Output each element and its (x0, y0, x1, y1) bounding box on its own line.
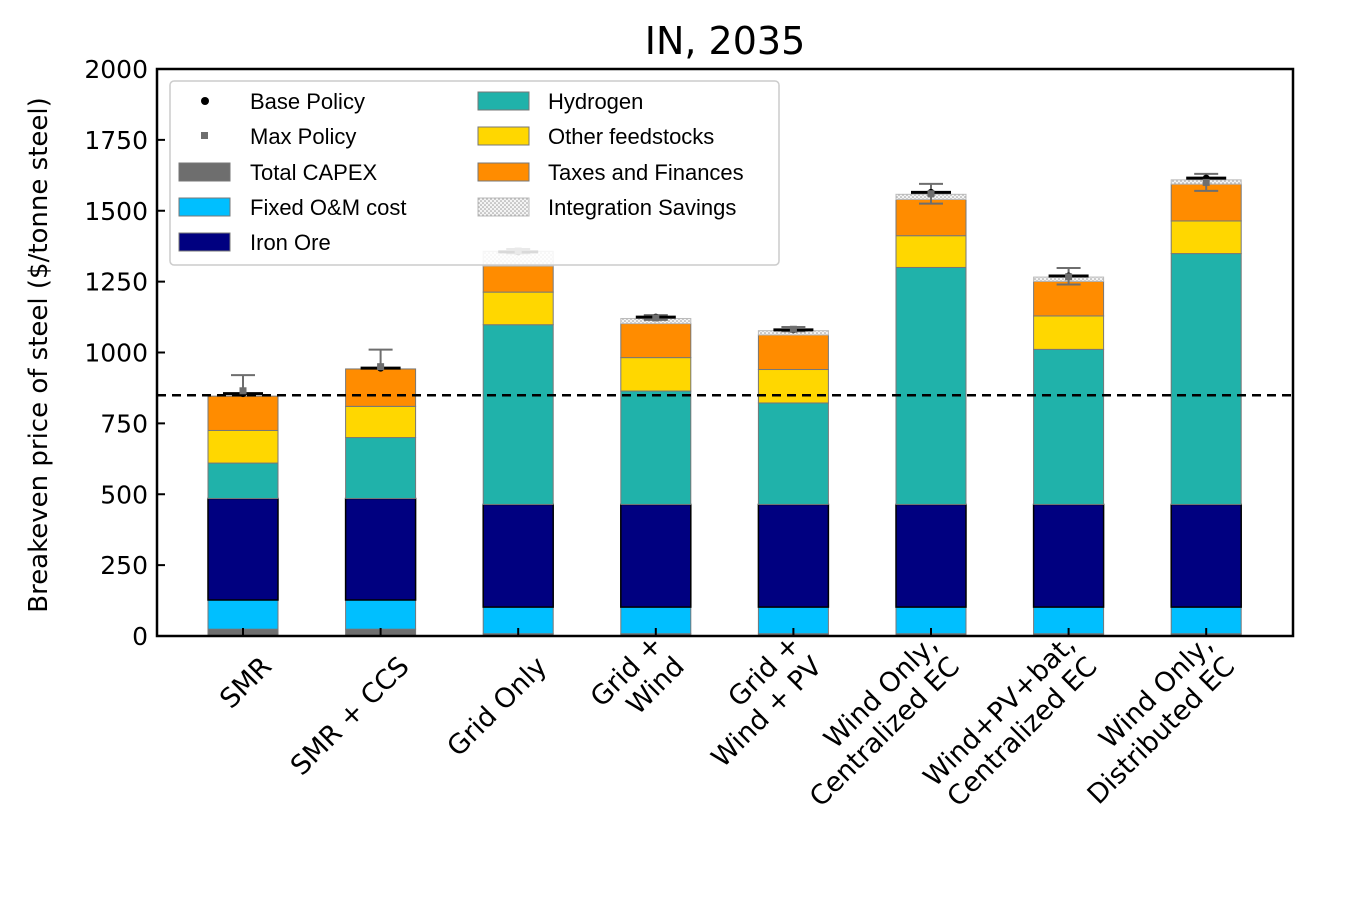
bar-taxes-and-finances-4 (757, 334, 829, 371)
legend-max-policy-swatch (201, 132, 208, 139)
x-axis: SMR SMR + CCS Grid Only Grid +Wind Grid +Win… (214, 628, 1241, 813)
legend-iron-ore-swatch (178, 232, 231, 252)
legend-base-policy-label: Base Policy (250, 89, 365, 114)
max-policy-point-4 (789, 325, 797, 333)
y-tick-label-1: 250 (100, 551, 148, 580)
bar-iron-ore-4 (757, 503, 830, 608)
y-tick-label-3: 750 (100, 409, 148, 438)
max-policy-point-1 (377, 363, 385, 371)
bar-taxes-and-finances-0 (207, 395, 279, 431)
bar-other-feedstocks-0 (207, 429, 279, 464)
legend-fixed-o-m-cost-label: Fixed O&M cost (250, 195, 406, 220)
y-tick-label-7: 1750 (84, 126, 148, 155)
bar-iron-ore-7 (1170, 503, 1242, 608)
y-tick-label-4: 1000 (84, 339, 148, 368)
legend-iron-ore-label: Iron Ore (250, 230, 331, 255)
legend-total-capex-label: Total CAPEX (250, 160, 377, 185)
bar-iron-ore-5 (895, 503, 967, 608)
legend-base-policy-swatch (201, 97, 209, 105)
max-policy-point-6 (1065, 273, 1073, 281)
bar-taxes-and-finances-6 (1033, 280, 1105, 317)
bar-other-feedstocks-5 (895, 235, 967, 268)
bar-hydrogen-2 (482, 324, 554, 505)
bar-iron-ore-1 (344, 497, 417, 601)
legend-taxes-and-finances-label: Taxes and Finances (548, 160, 744, 185)
y-tick-label-5: 1250 (84, 268, 148, 297)
x-tick-label-0: SMR (214, 651, 278, 715)
x-tick-label-1-line-0: SMR + CCS (285, 651, 416, 782)
max-policy-point-5 (927, 190, 935, 198)
y-tick-label-8: 2000 (84, 55, 148, 84)
bar-iron-ore-2 (482, 503, 554, 608)
legend-box (169, 80, 780, 266)
legend-integration-savings-label: Integration Savings (548, 195, 736, 220)
bar-fixed-o-m-cost-0 (207, 599, 279, 630)
legend-taxes-and-finances-swatch (477, 162, 530, 182)
legend: Base Policy Max Policy Total CAPEX Fixed O&… (169, 80, 780, 266)
bar-taxes-and-finances-1 (345, 368, 417, 407)
legend-other-feedstocks-label: Other feedstocks (548, 124, 714, 149)
bar-iron-ore-3 (620, 503, 692, 608)
legend-hydrogen-label: Hydrogen (548, 89, 643, 114)
y-axis-label: Breakeven price of steel ($/tonne steel) (24, 97, 54, 613)
x-tick-label-0-line-0: SMR (214, 651, 278, 715)
x-tick-label-1: SMR + CCS (285, 651, 416, 782)
max-policy-point-7 (1202, 178, 1210, 186)
chart-title: IN, 2035 (645, 19, 806, 63)
legend-hydrogen-swatch (477, 91, 530, 111)
bar-hydrogen-6 (1033, 348, 1105, 505)
x-tick-label-2-line-0: Grid Only (441, 651, 553, 763)
bar-other-feedstocks-1 (345, 405, 417, 439)
y-axis: 0 250 500 750 1000 1250 1500 1750 2000 (84, 55, 165, 651)
bar-iron-ore-0 (207, 497, 279, 601)
bar-hydrogen-3 (620, 390, 692, 505)
x-tick-label-2: Grid Only (441, 651, 553, 763)
legend-max-policy-label: Max Policy (250, 124, 356, 149)
x-tick-label-4: Grid +Wind + PV (684, 629, 829, 774)
bar-hydrogen-4 (757, 402, 829, 505)
bar-other-feedstocks-4 (757, 369, 829, 404)
legend-fixed-o-m-cost-swatch (178, 197, 231, 217)
y-tick-label-0: 0 (132, 622, 148, 651)
bar-fixed-o-m-cost-1 (345, 599, 417, 630)
bar-other-feedstocks-7 (1170, 220, 1242, 255)
bar-other-feedstocks-2 (482, 291, 554, 326)
y-tick-label-6: 1500 (84, 197, 148, 226)
bar-iron-ore-6 (1032, 503, 1105, 608)
bar-taxes-and-finances-5 (895, 198, 967, 237)
legend-other-feedstocks-swatch (477, 126, 530, 146)
bar-taxes-and-finances-2 (482, 265, 554, 293)
legend-total-capex-swatch (178, 162, 231, 182)
legend-integration-savings-swatch (477, 197, 530, 217)
max-policy-point-3 (652, 314, 660, 322)
bar-hydrogen-7 (1170, 253, 1242, 505)
bar-hydrogen-0 (207, 462, 279, 500)
bar-hydrogen-1 (345, 437, 417, 500)
bar-other-feedstocks-6 (1033, 315, 1105, 350)
max-policy-point-0 (239, 387, 247, 395)
bar-taxes-and-finances-3 (620, 323, 692, 359)
bar-hydrogen-5 (895, 266, 967, 505)
bar-other-feedstocks-3 (620, 357, 692, 392)
y-tick-label-2: 500 (100, 480, 148, 509)
x-tick-label-3: Grid +Wind (585, 629, 691, 735)
